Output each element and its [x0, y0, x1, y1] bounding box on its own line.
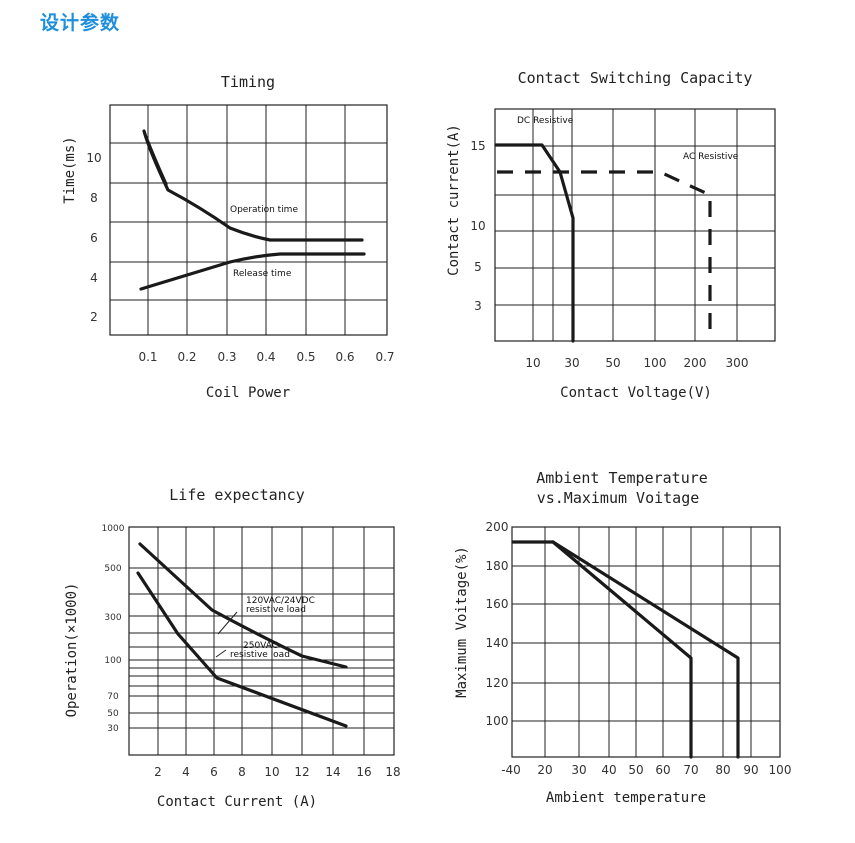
- timing-xtick: 0.4: [256, 350, 275, 364]
- timing-ytick: 10: [86, 151, 101, 165]
- switching-frame: [494, 108, 776, 342]
- switching-title: Contact Switching Capacity: [518, 69, 753, 87]
- ambient-ytick: 200: [486, 520, 509, 534]
- life-series-120vac: [138, 542, 348, 669]
- switching-xtick: 100: [644, 356, 667, 370]
- life-ytick: 100: [104, 656, 121, 666]
- timing-series-release: [139, 252, 366, 291]
- life-annotation: resistive load: [230, 650, 290, 660]
- switching-ytick: 3: [474, 299, 482, 313]
- timing-series-operation: [142, 129, 364, 242]
- life-xtick: 8: [238, 765, 246, 779]
- life-leader-line: [217, 611, 238, 635]
- life-annotation: resistive load: [246, 605, 306, 615]
- timing-chart: Timing 0.1 0.2 0.3 0.4 0.5 0.6 0.7 2 4 6…: [62, 73, 395, 401]
- timing-xtick: 0.7: [375, 350, 394, 364]
- ambient-ytick: 120: [486, 676, 509, 690]
- timing-xlabel: Coil Power: [206, 385, 290, 401]
- life-ytick: 30: [107, 724, 119, 734]
- life-xtick: 12: [294, 765, 309, 779]
- ambient-chart: Ambient Temperature vs.Maximum Voitage -…: [454, 469, 791, 806]
- life-xtick: 14: [325, 765, 340, 779]
- timing-xtick: 0.3: [217, 350, 236, 364]
- timing-ytick: 6: [90, 231, 98, 245]
- life-xlabel: Contact Current (A): [157, 794, 317, 810]
- timing-title: Timing: [221, 73, 275, 91]
- timing-series-operation-shadow: [144, 135, 168, 186]
- life-xtick: 4: [182, 765, 190, 779]
- ambient-xtick: 30: [571, 763, 586, 777]
- ambient-xtick: 20: [537, 763, 552, 777]
- life-title: Life expectancy: [169, 486, 304, 504]
- timing-ytick: 2: [90, 310, 98, 324]
- timing-annotation: Release time: [233, 269, 292, 279]
- switching-xtick: 10: [525, 356, 540, 370]
- timing-grid: [109, 104, 388, 336]
- life-xtick: 16: [356, 765, 371, 779]
- ambient-title: vs.Maximum Voitage: [537, 489, 700, 507]
- life-ytick: 300: [104, 613, 121, 623]
- switching-xtick: 300: [726, 356, 749, 370]
- ambient-ytick: 180: [486, 559, 509, 573]
- life-xtick: 2: [154, 765, 162, 779]
- life-series-250vac: [136, 571, 348, 728]
- ambient-xtick: -40: [501, 763, 521, 777]
- ambient-xlabel: Ambient temperature: [546, 790, 706, 806]
- switching-ytick: 5: [474, 260, 482, 274]
- ambient-xtick: 80: [715, 763, 730, 777]
- ambient-xtick: 70: [683, 763, 698, 777]
- timing-xtick: 0.5: [296, 350, 315, 364]
- life-ytick: 500: [104, 564, 121, 574]
- life-ytick: 70: [107, 692, 119, 702]
- switching-chart: Contact Switching Capacity 10 30 50 100 …: [446, 69, 776, 401]
- ambient-ytick: 140: [486, 636, 509, 650]
- switching-xtick: 200: [684, 356, 707, 370]
- switching-xtick: 30: [564, 356, 579, 370]
- ambient-xtick: 100: [769, 763, 792, 777]
- page-title: 设计参数: [40, 12, 121, 34]
- timing-ytick: 4: [90, 271, 98, 285]
- switching-xlabel: Contact Voltage(V): [560, 385, 712, 401]
- ambient-ylabel: Maximum Voitage(%): [454, 546, 470, 698]
- timing-ylabel: Time(ms): [62, 136, 78, 203]
- switching-xtick: 50: [605, 356, 620, 370]
- life-xtick: 6: [210, 765, 218, 779]
- life-ytick: 50: [107, 709, 119, 719]
- life-frame: [128, 526, 395, 756]
- ambient-xtick: 60: [655, 763, 670, 777]
- ambient-frame: [511, 526, 781, 758]
- ambient-title: Ambient Temperature: [536, 469, 708, 487]
- life-annotation: 250VAC: [243, 641, 278, 651]
- timing-annotation: Operation time: [230, 205, 298, 215]
- life-xtick: 18: [385, 765, 400, 779]
- switching-ytick: 10: [470, 219, 485, 233]
- ambient-grid: [511, 526, 781, 758]
- timing-ytick: 8: [90, 191, 98, 205]
- ambient-xtick: 50: [628, 763, 643, 777]
- life-xtick: 10: [264, 765, 279, 779]
- switching-ylabel: Contact current(A): [446, 124, 462, 276]
- timing-xtick: 0.6: [335, 350, 354, 364]
- switching-annotation: AC Resistive: [683, 152, 739, 162]
- ambient-ytick: 160: [486, 597, 509, 611]
- switching-ytick: 15: [470, 139, 485, 153]
- switching-annotation: DC Resistive: [517, 116, 574, 126]
- life-ytick: 1000: [102, 524, 125, 534]
- life-ylabel: Operation(×1000): [64, 583, 80, 718]
- timing-xtick: 0.1: [138, 350, 157, 364]
- ambient-ytick: 100: [486, 714, 509, 728]
- life-annotation: 120VAC/24VDC: [246, 596, 315, 606]
- timing-frame: [109, 104, 388, 336]
- ambient-series-outer: [511, 540, 740, 759]
- life-chart: Life expectancy 2 4 6 8: [64, 486, 401, 810]
- timing-xtick: 0.2: [177, 350, 196, 364]
- switching-series-dc: [494, 143, 575, 343]
- ambient-xtick: 40: [601, 763, 616, 777]
- life-leader-line: [215, 649, 227, 658]
- life-grid: [128, 526, 395, 756]
- ambient-series-inner: [551, 540, 693, 759]
- ambient-xtick: 90: [743, 763, 758, 777]
- switching-series-ac: [497, 170, 712, 341]
